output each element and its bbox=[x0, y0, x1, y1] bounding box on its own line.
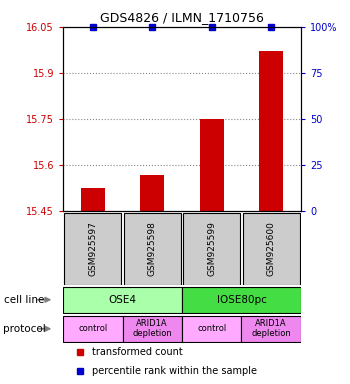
Text: cell line: cell line bbox=[4, 295, 44, 305]
Text: GSM925599: GSM925599 bbox=[207, 221, 216, 276]
FancyBboxPatch shape bbox=[241, 316, 301, 342]
Bar bbox=[259, 51, 283, 212]
FancyBboxPatch shape bbox=[182, 287, 301, 313]
FancyBboxPatch shape bbox=[122, 316, 182, 342]
FancyBboxPatch shape bbox=[124, 213, 181, 285]
FancyBboxPatch shape bbox=[182, 316, 241, 342]
FancyBboxPatch shape bbox=[64, 213, 121, 285]
FancyBboxPatch shape bbox=[63, 287, 182, 313]
Text: protocol: protocol bbox=[4, 324, 46, 334]
Text: GSM925600: GSM925600 bbox=[267, 221, 276, 276]
Text: ARID1A
depletion: ARID1A depletion bbox=[132, 319, 172, 338]
Text: GSM925597: GSM925597 bbox=[88, 221, 97, 276]
Title: GDS4826 / ILMN_1710756: GDS4826 / ILMN_1710756 bbox=[100, 11, 264, 24]
Text: ARID1A
depletion: ARID1A depletion bbox=[251, 319, 291, 338]
Text: percentile rank within the sample: percentile rank within the sample bbox=[92, 366, 257, 376]
Bar bbox=[200, 119, 224, 212]
Text: OSE4: OSE4 bbox=[108, 295, 136, 305]
FancyBboxPatch shape bbox=[243, 213, 300, 285]
FancyBboxPatch shape bbox=[183, 213, 240, 285]
Text: transformed count: transformed count bbox=[92, 348, 182, 358]
Text: IOSE80pc: IOSE80pc bbox=[217, 295, 266, 305]
Text: control: control bbox=[197, 324, 226, 333]
Bar bbox=[81, 189, 105, 212]
Text: control: control bbox=[78, 324, 107, 333]
Text: GSM925598: GSM925598 bbox=[148, 221, 157, 276]
Bar bbox=[140, 174, 164, 212]
FancyBboxPatch shape bbox=[63, 316, 122, 342]
